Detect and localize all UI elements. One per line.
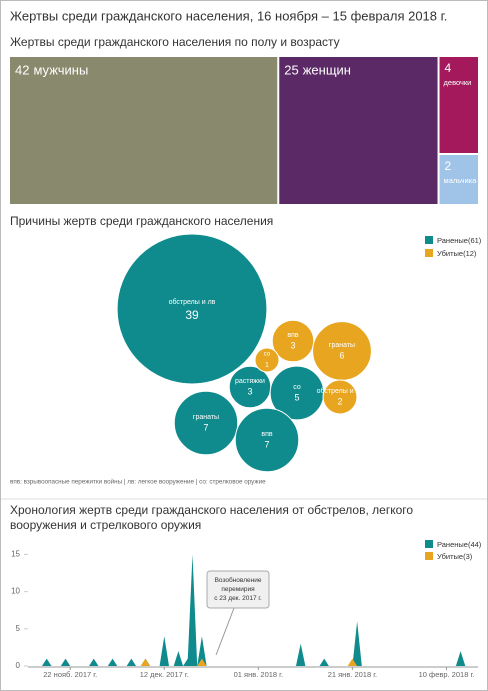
annotation-line: с 23 дек. 2017 г. [214,595,262,602]
y-tick-label: 10 [11,587,20,596]
area [42,658,470,666]
annotation-pointer [215,607,235,656]
annotation-line: перемирия [221,586,255,593]
y-tick-label: 15 [11,550,20,559]
x-tick-label: 21 янв. 2018 г. [328,670,377,679]
annotation-line: Возобновление [215,576,262,584]
bubble-label: гранаты [329,342,355,349]
annotation: Возобновление перемирия с 23 дек. 2017 г. [214,576,262,602]
area-title-line: Хронология жертв среди гражданского насе… [10,503,413,517]
area-title: Хронология жертв среди гражданского насе… [10,503,413,532]
bubble-value: 1 [265,362,269,369]
legend-swatch [425,552,433,560]
legend-swatch [425,249,433,257]
x-tick-label: 12 дек. 2017 г. [140,670,189,679]
bubble-label: обстрелы и лв [169,298,216,306]
bubble-value: 7 [203,422,208,432]
cell-value: 4 [445,61,452,75]
bubble-value: 7 [264,439,269,449]
bubble [234,407,300,473]
legend-swatch [425,540,433,548]
annotation-box [206,570,270,609]
bubble-label: гранаты [193,414,219,421]
y-tick-label: 0 [16,661,21,670]
bubble [173,390,239,456]
bubble-label: со [293,384,301,391]
footnote: впв: взрывоопасные пережитки войны | лв:… [10,478,266,486]
cell-value: 42 [15,62,29,77]
bubble-label: впв [287,332,299,339]
x-tick-label: 01 янв. 2018 г. [234,670,283,679]
bubble-label: впв [261,431,273,438]
bubble-value: 6 [339,350,344,360]
bubble-label: растяжки [235,378,265,385]
bubble-value: 3 [247,386,252,396]
legend-swatch [425,236,433,244]
x-tick-label: 10 февр. 2018 г. [419,670,475,679]
bubble-value: 39 [185,308,199,322]
legend-label: Раненые(61) [437,236,482,245]
bubble [271,319,315,363]
x-tick-label: 22 нояб. 2017 г. [43,670,97,679]
bubble-value: 3 [290,340,295,350]
bubble [322,379,358,415]
bubble-label: обстрелы и лв [317,387,364,395]
y-tick-label: 5 [16,624,21,633]
cell-value: 2 [445,159,452,173]
bubble [116,233,268,385]
cell-value: 25 [284,62,298,77]
bubble [254,347,280,373]
treemap-cell [10,57,278,204]
area-title-line: вооружения и стрелкового оружия [10,518,201,532]
cell-label: мужчины [33,62,88,77]
cell-label: мальчика [444,176,478,185]
bubble-value: 5 [294,392,299,402]
legend-label: Раненые(44) [437,540,482,549]
treemap-title: Жертвы среди гражданского населения по п… [10,35,340,49]
treemap-cell [439,57,478,153]
bubble-title: Причины жертв среди гражданского населен… [10,214,273,228]
bubble-value: 2 [337,396,342,406]
page-title: Жертвы среди гражданского населения, 16 … [10,8,447,23]
treemap-cell [439,155,478,204]
treemap-cell [279,57,438,204]
cell-label: девочки [444,78,472,87]
cell-label: женщин [303,62,351,77]
legend-label: Убитые(12) [437,249,477,258]
legend-label: Убитые(3) [437,552,473,561]
bubble-label: со [264,352,271,358]
